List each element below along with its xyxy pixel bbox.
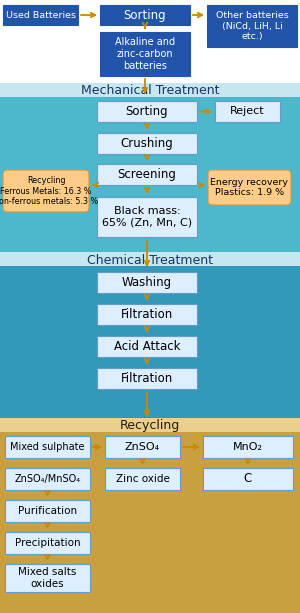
Text: ZnSO₄/MnSO₄: ZnSO₄/MnSO₄ — [14, 474, 81, 484]
Text: Filtration: Filtration — [121, 308, 173, 321]
FancyBboxPatch shape — [0, 266, 300, 418]
FancyBboxPatch shape — [207, 5, 297, 47]
FancyBboxPatch shape — [208, 170, 291, 205]
Text: Reject: Reject — [230, 107, 265, 116]
Text: Purification: Purification — [18, 506, 77, 516]
FancyBboxPatch shape — [0, 0, 300, 83]
Text: Sorting: Sorting — [126, 105, 168, 118]
FancyBboxPatch shape — [215, 101, 280, 122]
Text: Other batteries
(NiCd, LiH, Li
etc.): Other batteries (NiCd, LiH, Li etc.) — [216, 11, 288, 41]
Text: Mechanical Treatment: Mechanical Treatment — [81, 85, 219, 97]
FancyBboxPatch shape — [5, 500, 90, 522]
Text: Chemical Treatment: Chemical Treatment — [87, 254, 213, 267]
Text: Precipitation: Precipitation — [15, 538, 80, 548]
FancyBboxPatch shape — [0, 252, 300, 418]
Text: ZnSO₄: ZnSO₄ — [125, 442, 160, 452]
FancyBboxPatch shape — [97, 164, 197, 185]
FancyBboxPatch shape — [97, 368, 197, 389]
FancyBboxPatch shape — [5, 468, 90, 490]
Text: MnO₂: MnO₂ — [233, 442, 263, 452]
FancyBboxPatch shape — [97, 336, 197, 357]
Text: Black mass:
65% (Zn, Mn, C): Black mass: 65% (Zn, Mn, C) — [102, 206, 192, 228]
FancyBboxPatch shape — [3, 5, 78, 25]
FancyBboxPatch shape — [0, 97, 300, 252]
FancyBboxPatch shape — [100, 5, 190, 25]
FancyBboxPatch shape — [97, 197, 197, 237]
Text: Acid Attack: Acid Attack — [114, 340, 180, 353]
Text: C: C — [244, 473, 252, 485]
Text: Screening: Screening — [118, 168, 176, 181]
Text: Zinc oxide: Zinc oxide — [116, 474, 169, 484]
FancyBboxPatch shape — [97, 133, 197, 154]
Text: Energy recovery
Plastics: 1.9 %: Energy recovery Plastics: 1.9 % — [211, 178, 289, 197]
Text: Used Batteries: Used Batteries — [5, 10, 76, 20]
Text: Mixed salts
oxides: Mixed salts oxides — [18, 567, 77, 589]
Text: Washing: Washing — [122, 276, 172, 289]
Text: Mixed sulphate: Mixed sulphate — [10, 442, 85, 452]
FancyBboxPatch shape — [100, 32, 190, 76]
FancyBboxPatch shape — [5, 532, 90, 554]
FancyBboxPatch shape — [5, 564, 90, 592]
Text: Alkaline and
zinc-carbon
batteries: Alkaline and zinc-carbon batteries — [115, 37, 175, 70]
FancyBboxPatch shape — [0, 83, 300, 252]
FancyBboxPatch shape — [97, 101, 197, 122]
FancyBboxPatch shape — [105, 436, 180, 458]
Text: Filtration: Filtration — [121, 372, 173, 385]
FancyBboxPatch shape — [97, 304, 197, 325]
FancyBboxPatch shape — [0, 418, 300, 613]
Text: Recycling: Recycling — [120, 419, 180, 433]
FancyBboxPatch shape — [105, 468, 180, 490]
Text: Recycling
Ferrous Metals: 16.3 %
Non-ferrous metals: 5.3 %: Recycling Ferrous Metals: 16.3 % Non-fer… — [0, 176, 99, 206]
FancyBboxPatch shape — [0, 432, 300, 613]
FancyBboxPatch shape — [203, 468, 293, 490]
FancyBboxPatch shape — [3, 170, 89, 212]
FancyBboxPatch shape — [203, 436, 293, 458]
Text: Crushing: Crushing — [121, 137, 173, 150]
FancyBboxPatch shape — [97, 272, 197, 293]
Text: Sorting: Sorting — [124, 9, 166, 21]
FancyBboxPatch shape — [5, 436, 90, 458]
